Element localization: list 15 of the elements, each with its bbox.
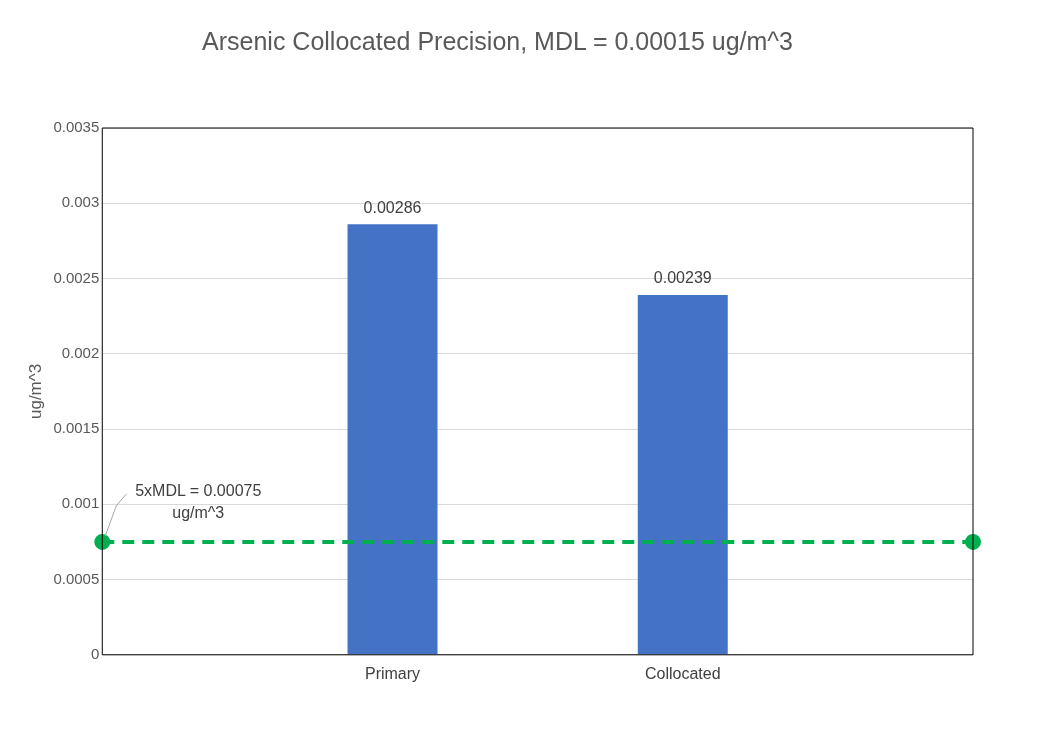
y-tick-label: 0.001 [61,494,100,512]
y-axis-title: ug/m^3 [25,363,45,420]
y-tick-label: 0.0025 [53,268,100,286]
data-label: 5xMDL = 0.00075 ug/m^3 [135,482,262,522]
y-tick-label: 0 [90,644,100,662]
y-tick-label: 0.002 [61,343,100,361]
data-label: 0.00239 [653,269,712,287]
y-tick-label: 0.003 [61,193,100,211]
y-tick-label: 0.0035 [53,118,100,136]
x-tick-label: Collocated [644,664,721,682]
chart-title: Arsenic Collocated Precision, MDL = 0.00015 ug/m^3 [202,26,793,55]
data-label: 0.00286 [363,198,422,216]
y-tick-label: 0.0005 [53,569,100,587]
y-tick-label: 0.0015 [53,419,100,437]
x-tick-label: Primary [364,664,421,682]
